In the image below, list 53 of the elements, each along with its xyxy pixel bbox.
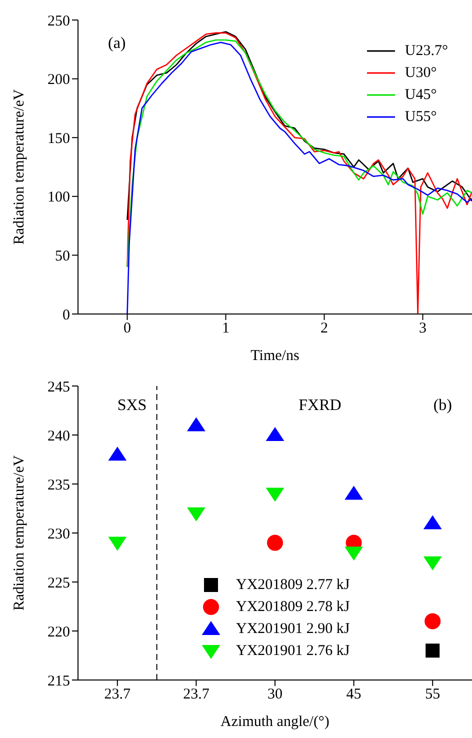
annotation: FXRD: [298, 397, 342, 414]
annotation: (a): [108, 35, 126, 52]
legend-label: U45°: [404, 86, 437, 104]
x-tick-label: 1: [222, 320, 230, 337]
legend-label: YX201901 2.76 kJ: [236, 642, 350, 660]
x-tick-label: 23.7: [183, 686, 210, 703]
legend-label: U55°: [404, 108, 437, 126]
y-tick-label: 225: [48, 575, 70, 592]
annotation: SXS: [117, 397, 147, 414]
legend-label: YX201809 2.77 kJ: [236, 576, 350, 594]
y-tick-label: 250: [48, 13, 70, 30]
y-tick-label: 220: [48, 624, 70, 640]
point: [423, 556, 442, 570]
point: [344, 546, 363, 561]
point: [266, 427, 284, 441]
x-tick-label: 23.7: [104, 686, 132, 703]
x-tick-label: 2: [320, 320, 328, 337]
x-tick-label: 30: [268, 686, 282, 703]
point: [344, 486, 363, 500]
x-axis-title: Azimuth angle/(°): [220, 714, 330, 730]
legend-label: U23.7°: [404, 42, 448, 60]
y-tick-label: 230: [48, 526, 70, 542]
point: [187, 417, 206, 432]
point: [266, 488, 284, 502]
y-tick-label: 100: [48, 190, 70, 206]
y-tick-label: 200: [48, 72, 70, 88]
point: [108, 536, 127, 551]
x-tick-label: 55: [425, 686, 440, 703]
legend-label: U30°: [404, 64, 437, 82]
y-tick-label: 240: [48, 428, 70, 444]
legend-label: YX201809 2.78 kJ: [236, 598, 350, 616]
x-tick-label: 45: [346, 686, 362, 703]
y-tick-label: 245: [48, 379, 70, 396]
y-axis-title: Radiation temperature/eV: [11, 455, 28, 611]
y-tick-label: 0: [62, 307, 70, 324]
y-axis-title: Radiation temperature/eV: [11, 89, 28, 245]
annotation: (b): [433, 397, 452, 414]
point: [267, 534, 283, 551]
x-tick-label: 0: [124, 320, 131, 337]
point: [187, 507, 206, 522]
legend-label: YX201901 2.90 kJ: [236, 620, 350, 638]
x-tick-label: 3: [419, 320, 426, 337]
x-axis-title: Time/ns: [250, 348, 300, 364]
point: [423, 515, 442, 530]
y-tick-label: 150: [48, 130, 70, 147]
point: [108, 446, 127, 461]
y-tick-label: 50: [55, 248, 70, 265]
line-series: [126, 31, 472, 221]
line-series: [126, 39, 472, 268]
y-tick-label: 215: [48, 673, 70, 690]
point: [426, 644, 440, 658]
y-tick-label: 235: [48, 477, 70, 494]
point: [424, 613, 441, 630]
